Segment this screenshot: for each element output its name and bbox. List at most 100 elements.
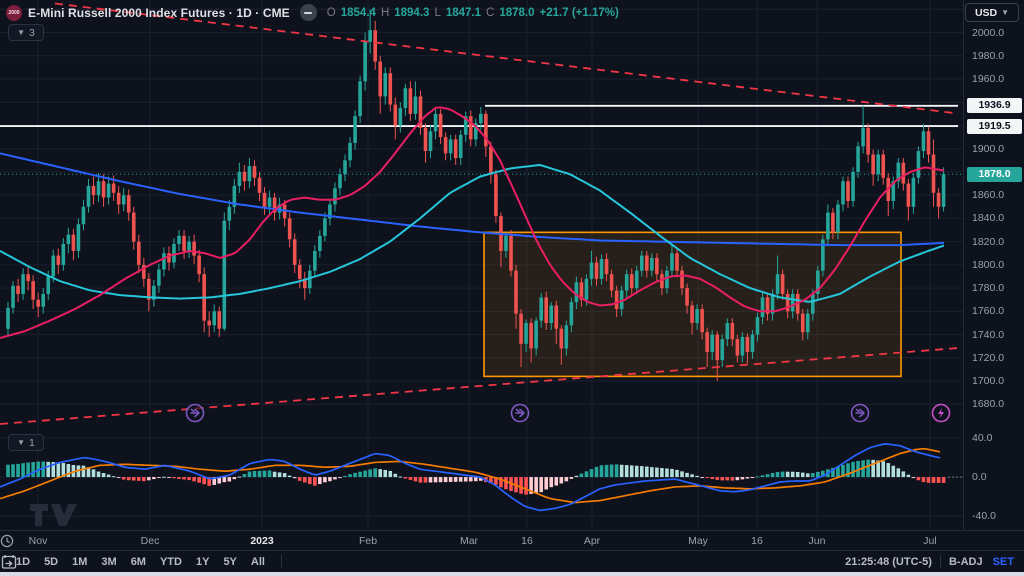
macd-bar bbox=[770, 473, 775, 478]
candle-body bbox=[71, 234, 76, 251]
candle-body bbox=[468, 116, 473, 140]
symbol-title[interactable]: E-Mini Russell 2000 Index Futures · 1D ·… bbox=[28, 5, 290, 20]
trendline[interactable] bbox=[0, 347, 959, 425]
macd-bar bbox=[735, 477, 740, 481]
session-clock[interactable]: 21:25:48 (UTC-5) bbox=[845, 555, 932, 568]
macd-bar bbox=[680, 471, 684, 478]
candle-body bbox=[212, 311, 217, 326]
back-adjustment-toggle[interactable]: B-ADJ bbox=[948, 555, 983, 568]
macd-bar bbox=[519, 477, 523, 494]
candle-body bbox=[368, 30, 372, 42]
collapse-indicator-pane-button[interactable]: ▼ 1 bbox=[8, 434, 44, 451]
macd-bar bbox=[529, 477, 533, 494]
macd-bar bbox=[157, 477, 161, 479]
candle-body bbox=[685, 288, 689, 306]
macd-bar bbox=[690, 474, 694, 478]
macd-bar bbox=[901, 471, 906, 478]
candle-body bbox=[101, 181, 106, 198]
contract-rollover-icon[interactable] bbox=[185, 403, 205, 423]
macd-bar bbox=[428, 477, 433, 483]
candle-body bbox=[61, 243, 66, 265]
range-button-5y[interactable]: 5Y bbox=[223, 555, 237, 568]
macd-bar bbox=[41, 461, 46, 478]
go-to-date-icon[interactable] bbox=[0, 554, 18, 570]
candle-body bbox=[750, 334, 755, 353]
macd-bar bbox=[896, 468, 901, 478]
macd-bar bbox=[665, 468, 669, 478]
flash-event-icon[interactable] bbox=[931, 403, 951, 423]
range-button-1d[interactable]: 1D bbox=[16, 555, 31, 568]
candle-body bbox=[136, 241, 141, 265]
time-tick-label: Jun bbox=[808, 535, 826, 547]
range-button-1y[interactable]: 1Y bbox=[195, 555, 210, 568]
macd-bar bbox=[851, 461, 855, 478]
macd-bar bbox=[695, 475, 699, 478]
candle-body bbox=[363, 41, 367, 82]
range-button-6m[interactable]: 6M bbox=[130, 555, 146, 568]
settlement-toggle[interactable]: SET bbox=[992, 555, 1014, 568]
currency-button[interactable]: USD ▼ bbox=[965, 3, 1019, 22]
candle-body bbox=[222, 220, 227, 329]
macd-bar bbox=[413, 477, 418, 482]
macd-bar bbox=[463, 477, 468, 482]
candle-body bbox=[36, 299, 40, 307]
candle-body bbox=[21, 274, 25, 294]
range-button-3m[interactable]: 3M bbox=[101, 555, 117, 568]
range-button-1m[interactable]: 1M bbox=[72, 555, 88, 568]
timezone-clock-icon[interactable] bbox=[0, 534, 14, 548]
candle-body bbox=[438, 113, 443, 138]
candle-body bbox=[81, 206, 86, 225]
candle-body bbox=[670, 253, 674, 271]
macd-bar bbox=[846, 463, 850, 478]
macd-bar bbox=[348, 474, 352, 478]
ma-slow-blue[interactable] bbox=[0, 152, 945, 247]
macd-bar bbox=[579, 473, 584, 478]
range-button-5d[interactable]: 5D bbox=[44, 555, 59, 568]
collapse-main-pane-button[interactable]: ▼ 3 bbox=[8, 24, 44, 41]
candle-body bbox=[237, 171, 242, 186]
contract-rollover-icon[interactable] bbox=[510, 403, 530, 423]
candle-body bbox=[272, 197, 277, 213]
macd-bar bbox=[559, 477, 564, 484]
date-range-switcher: 1D 5D 1M 3M 6M YTD 1Y 5Y All bbox=[10, 554, 273, 570]
macd-bar bbox=[499, 477, 503, 488]
ma-medium-teal[interactable] bbox=[0, 164, 945, 303]
macd-bar bbox=[363, 470, 367, 478]
range-button-all[interactable]: All bbox=[250, 555, 265, 568]
candle-body bbox=[735, 339, 740, 356]
candle-body bbox=[418, 96, 423, 128]
macd-bar bbox=[302, 477, 307, 483]
candle-body bbox=[765, 297, 770, 314]
range-button-ytd[interactable]: YTD bbox=[159, 555, 182, 568]
macd-signal-line[interactable] bbox=[0, 447, 941, 504]
contract-rollover-icon[interactable] bbox=[850, 403, 870, 423]
candle-body bbox=[805, 313, 810, 333]
hide-symbol-icon[interactable] bbox=[299, 4, 317, 21]
macd-bar bbox=[589, 469, 594, 478]
candle-body bbox=[589, 262, 594, 279]
macd-bar bbox=[534, 477, 538, 494]
macd-bar bbox=[479, 477, 483, 481]
candle-body bbox=[629, 274, 634, 289]
macd-bar bbox=[111, 476, 116, 478]
candle-body bbox=[403, 88, 408, 109]
candle-body bbox=[896, 162, 901, 182]
macd-line[interactable] bbox=[0, 443, 941, 512]
macd-indicator-pane[interactable] bbox=[0, 431, 963, 530]
price-axis[interactable]: 2020.02000.01980.01960.01940.01920.01900… bbox=[963, 0, 1024, 530]
candle-body bbox=[152, 285, 156, 300]
candle-body bbox=[207, 320, 211, 326]
main-price-pane[interactable] bbox=[0, 0, 963, 431]
time-axis[interactable]: Nov Dec 2023 Feb Mar 16 Apr May 16 Jun Jul bbox=[0, 530, 1024, 550]
candle-body bbox=[51, 255, 56, 277]
macd-bar bbox=[333, 477, 337, 480]
price-tick-label: 1800.0 bbox=[972, 258, 1005, 271]
trendline[interactable] bbox=[54, 2, 959, 115]
ma-fast-pink[interactable] bbox=[0, 106, 945, 340]
macd-bar bbox=[242, 474, 247, 478]
macd-bar bbox=[730, 477, 735, 481]
candle-body bbox=[740, 336, 745, 356]
candle-body bbox=[760, 297, 765, 318]
macd-bar bbox=[750, 477, 755, 479]
macd-bar bbox=[468, 477, 473, 482]
